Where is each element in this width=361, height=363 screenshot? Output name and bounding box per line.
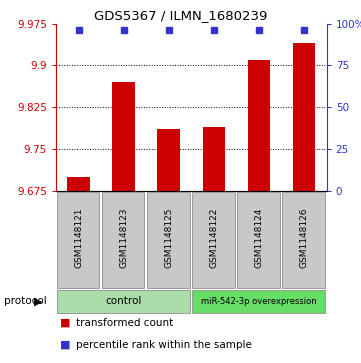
Text: ■: ■ [60,340,70,350]
Text: percentile rank within the sample: percentile rank within the sample [76,340,252,350]
Text: GSM1148121: GSM1148121 [74,207,83,268]
Bar [57,192,99,287]
Text: protocol: protocol [4,296,46,306]
Bar [293,43,316,191]
Text: GSM1148123: GSM1148123 [119,207,128,268]
Bar [192,192,235,287]
Bar [102,192,144,287]
Text: control: control [105,296,142,306]
Text: ▶: ▶ [34,296,43,306]
Bar [67,177,90,191]
Text: GSM1148126: GSM1148126 [300,207,309,268]
Text: GSM1148125: GSM1148125 [164,207,173,268]
Bar [282,192,325,287]
Bar [203,127,225,191]
Bar [192,290,325,313]
Text: ■: ■ [60,318,70,328]
Bar [112,82,135,191]
Text: GDS5367 / ILMN_1680239: GDS5367 / ILMN_1680239 [94,9,267,22]
Text: miR-542-3p overexpression: miR-542-3p overexpression [201,297,317,306]
Bar [147,192,190,287]
Text: GSM1148122: GSM1148122 [209,207,218,268]
Text: transformed count: transformed count [76,318,173,328]
Bar [57,290,190,313]
Text: GSM1148124: GSM1148124 [255,207,264,268]
Bar [248,60,270,191]
Bar [157,129,180,191]
Bar [238,192,280,287]
